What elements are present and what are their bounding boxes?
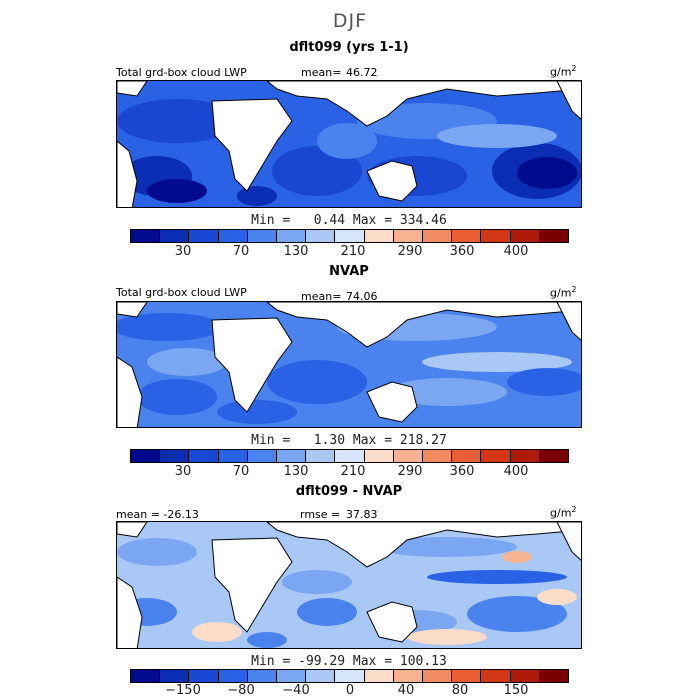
colorbar-1-bin [423, 230, 453, 242]
colorbar-3-bin [364, 670, 394, 682]
colorbar-3-bin [452, 670, 482, 682]
colorbar-3-tick: −40 [282, 683, 310, 698]
colorbar-2-bin [189, 450, 219, 462]
panel-1-variable-label: Total grd-box cloud LWP [116, 66, 247, 79]
colorbar-2-tick: 360 [449, 464, 475, 479]
colorbar-3-bin [189, 670, 219, 682]
colorbar-2-bin [423, 450, 453, 462]
colorbar-1-tick: 70 [232, 244, 250, 259]
panel-1-minmax: Min = 0.44 Max = 334.46 [251, 213, 447, 228]
panel-2-minmax: Min = 1.30 Max = 218.27 [251, 433, 447, 448]
colorbar-1-tick: 400 [503, 244, 529, 259]
panel-2-stat-value: 74.06 [346, 290, 378, 303]
panel-1-stat-label: mean= [301, 66, 342, 79]
colorbar-1-bin [189, 230, 219, 242]
colorbar-3-tick: 40 [397, 683, 415, 698]
panel-1-stat-value: 46.72 [346, 66, 378, 79]
colorbar-3-tick: 0 [345, 683, 355, 698]
colorbar-3-bin [335, 670, 365, 682]
panel-3-units: g/m2 [550, 505, 577, 520]
colorbar-1-bin [131, 230, 161, 242]
colorbar-3-bin [306, 670, 336, 682]
panel-1-field [117, 81, 581, 207]
colorbar-1-bin [539, 230, 569, 242]
colorbar-1-bin [277, 230, 307, 242]
colorbar-1-bin [306, 230, 336, 242]
colorbar-2-tick: 290 [397, 464, 423, 479]
colorbar-1-tick: 360 [449, 244, 475, 259]
colorbar-2-bin [335, 450, 365, 462]
colorbar-2-bin [393, 450, 424, 462]
colorbar-2 [130, 449, 569, 463]
colorbar-1-bin [218, 230, 248, 242]
panel-1-units: g/m2 [550, 64, 577, 79]
colorbar-1 [130, 229, 569, 243]
colorbar-3-bin [247, 670, 278, 682]
panel-2-title: NVAP [329, 264, 369, 279]
colorbar-1-bin [481, 230, 511, 242]
panel-3-stat-value: 37.83 [346, 508, 378, 521]
colorbar-1-bin [247, 230, 278, 242]
colorbar-3-tick: 150 [503, 683, 529, 698]
colorbar-3-bin [218, 670, 248, 682]
colorbar-1-tick: 290 [397, 244, 423, 259]
colorbar-3-bin [393, 670, 424, 682]
colorbar-3-bin [277, 670, 307, 682]
colorbar-2-bin [277, 450, 307, 462]
panel-1-title: dflt099 (yrs 1-1) [289, 40, 409, 55]
panel-1-map [116, 80, 582, 208]
colorbar-1-tick: 210 [340, 244, 366, 259]
panel-3-stat-label: rmse = [300, 508, 341, 521]
colorbar-3-bin [481, 670, 511, 682]
colorbar-1-tick: 130 [283, 244, 309, 259]
panel-2-field [117, 302, 581, 427]
panel-2-stat-label: mean= [301, 290, 342, 303]
colorbar-2-bin [452, 450, 482, 462]
colorbar-2-tick: 70 [232, 464, 250, 479]
colorbar-2-tick: 130 [283, 464, 309, 479]
colorbar-3-bin [160, 670, 190, 682]
colorbar-3-bin [510, 670, 540, 682]
colorbar-1-tick: 30 [174, 244, 192, 259]
colorbar-3-bin [423, 670, 453, 682]
colorbar-1-bin [364, 230, 394, 242]
season-title: DJF [332, 10, 368, 32]
colorbar-3-tick: −150 [165, 683, 201, 698]
panel-3-field [117, 522, 581, 648]
colorbar-3 [130, 669, 569, 683]
colorbar-1-bin [335, 230, 365, 242]
colorbar-2-bin [306, 450, 336, 462]
colorbar-3-tick: −80 [227, 683, 255, 698]
panel-3-minmax: Min = -99.29 Max = 100.13 [251, 654, 447, 669]
colorbar-2-bin [218, 450, 248, 462]
colorbar-2-tick: 210 [340, 464, 366, 479]
colorbar-2-bin [160, 450, 190, 462]
colorbar-2-tick: 30 [174, 464, 192, 479]
panel-2-map [116, 301, 582, 428]
colorbar-3-bin [131, 670, 161, 682]
panel-3-map [116, 521, 582, 649]
colorbar-2-bin [364, 450, 394, 462]
colorbar-1-bin [393, 230, 424, 242]
colorbar-2-bin [247, 450, 278, 462]
colorbar-2-tick: 400 [503, 464, 529, 479]
colorbar-2-bin [539, 450, 569, 462]
panel-3-title: dflt099 - NVAP [295, 484, 403, 499]
colorbar-2-bin [131, 450, 161, 462]
colorbar-1-bin [160, 230, 190, 242]
panel-2-units: g/m2 [550, 285, 577, 300]
colorbar-1-bin [452, 230, 482, 242]
colorbar-2-bin [481, 450, 511, 462]
colorbar-1-bin [510, 230, 540, 242]
panel-2-variable-label: Total grd-box cloud LWP [116, 286, 247, 299]
colorbar-2-bin [510, 450, 540, 462]
panel-3-mean-label: mean = -26.13 [116, 508, 199, 521]
colorbar-3-bin [539, 670, 569, 682]
colorbar-3-tick: 80 [451, 683, 469, 698]
